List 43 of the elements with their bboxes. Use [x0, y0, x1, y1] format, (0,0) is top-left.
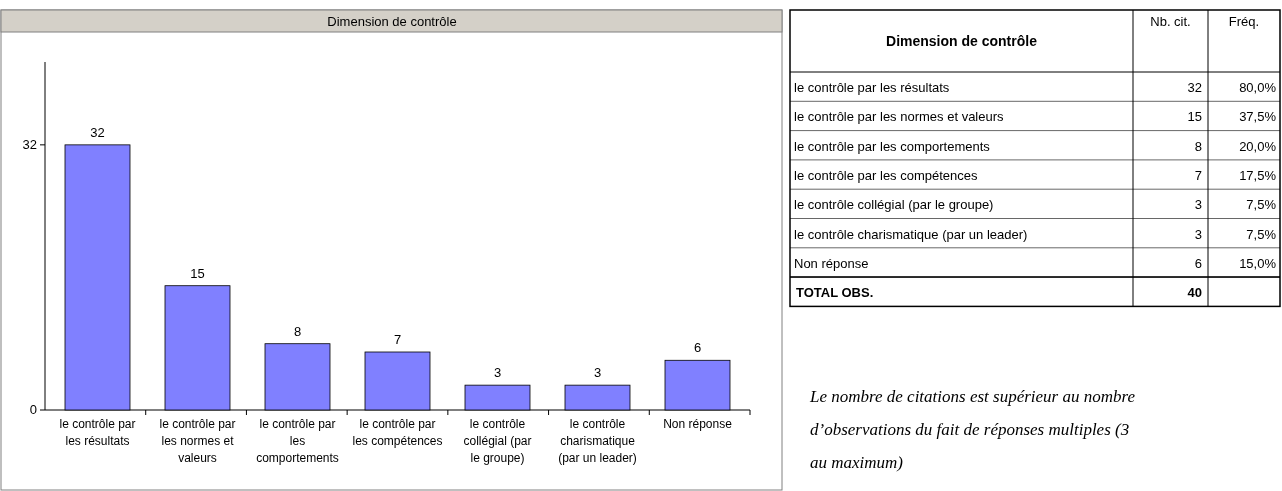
data-label: 3	[593, 365, 602, 381]
data-label: 7	[393, 332, 402, 347]
x-tick-label: le contrôle par les comportements	[256, 417, 339, 465]
data-label: 7	[1194, 167, 1202, 183]
data-label: 7,5%	[1246, 197, 1277, 213]
chart-title: Dimension de contrôle	[327, 14, 457, 29]
series-label: Nb. cit.	[1150, 14, 1191, 29]
data-label: 7,5%	[1246, 226, 1277, 242]
data-label: 3	[1194, 197, 1202, 213]
x-tick-label: le contrôle par les résultats	[59, 417, 136, 448]
text: Le nombre de citations est supérieur au nombre d’observations du fait de réponses multiples (3 au maximum)	[809, 387, 1136, 472]
data-label: 37,5%	[1239, 109, 1277, 125]
y-tick-label: 0	[29, 402, 37, 417]
category-label: le contrôle collégial (par le groupe)	[794, 197, 994, 213]
category-label: le contrôle charismatique (par un leader)	[794, 226, 1028, 242]
data-label: 3	[493, 365, 502, 381]
category-label: le contrôle par les compétences	[794, 167, 979, 183]
data-label: 8	[293, 323, 302, 339]
data-label: 15,0%	[1239, 255, 1277, 271]
text: Dimension de contrôle	[886, 33, 1038, 49]
data-label: 20,0%	[1239, 138, 1277, 154]
text: 40	[1187, 285, 1202, 301]
data-label: 8	[1194, 138, 1202, 154]
category-label: Non réponse	[794, 255, 869, 271]
text: Fréq.	[1228, 14, 1260, 29]
data-label: 32	[1187, 80, 1202, 95]
category-label: le contrôle par les comportements	[794, 138, 991, 154]
category-label: le contrôle par les résultats	[794, 80, 950, 95]
data-label: 3	[1194, 226, 1202, 242]
data-label: 17,5%	[1239, 167, 1277, 183]
x-tick-label: le contrôle par les normes et valeurs	[159, 417, 236, 465]
data-label: 32	[90, 124, 105, 140]
x-tick-label: le contrôle charismatique (par un leader)	[558, 417, 637, 465]
data-label: 6	[693, 340, 702, 356]
data-label: 80,0%	[1239, 80, 1277, 95]
data-label: 15	[1187, 109, 1202, 125]
x-tick-label: le contrôle collégial (par le groupe)	[463, 417, 532, 465]
text: TOTAL OBS.	[796, 285, 874, 301]
data-label: 15	[190, 265, 205, 281]
x-tick-label: le contrôle par les compétences	[352, 417, 443, 448]
data-label: 6	[1194, 255, 1202, 271]
x-tick-label: Non réponse	[663, 417, 733, 431]
category-label: le contrôle par les normes et valeurs	[794, 109, 1005, 125]
